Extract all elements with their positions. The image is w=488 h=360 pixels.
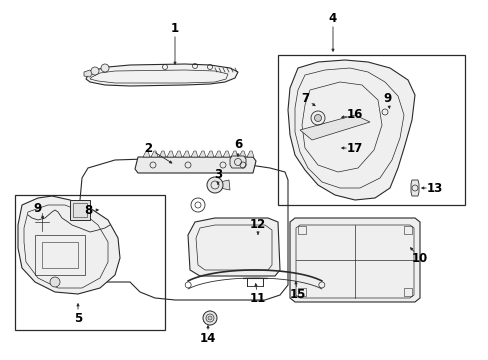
Text: 10: 10 [411,252,427,265]
Text: 17: 17 [346,141,363,154]
Polygon shape [246,151,253,157]
Text: 5: 5 [74,311,82,324]
Polygon shape [206,151,214,157]
Text: 6: 6 [233,139,242,152]
Polygon shape [299,110,305,118]
Polygon shape [223,151,229,157]
Polygon shape [410,180,418,196]
Polygon shape [215,151,222,157]
Circle shape [207,316,212,320]
Polygon shape [289,218,419,302]
Circle shape [101,64,109,72]
Circle shape [206,177,223,193]
Text: 4: 4 [328,12,336,24]
Text: 12: 12 [249,219,265,231]
Text: 16: 16 [346,108,363,122]
Polygon shape [305,98,317,116]
Polygon shape [84,70,93,77]
Polygon shape [135,157,256,173]
Polygon shape [187,218,280,276]
Text: 9: 9 [34,202,42,215]
Polygon shape [191,151,198,157]
Polygon shape [167,151,174,157]
Polygon shape [70,200,90,220]
Polygon shape [142,151,150,157]
Polygon shape [239,151,245,157]
Polygon shape [199,151,205,157]
Text: 8: 8 [84,203,92,216]
Polygon shape [229,156,245,168]
Bar [278,55,464,205]
Text: 7: 7 [300,91,308,104]
Polygon shape [230,151,238,157]
Polygon shape [159,151,165,157]
Text: 14: 14 [200,332,216,345]
Circle shape [203,311,217,325]
Text: 9: 9 [383,91,391,104]
Circle shape [314,114,321,122]
Polygon shape [86,64,238,86]
Polygon shape [377,104,391,120]
Text: 2: 2 [143,141,152,154]
Polygon shape [18,196,120,294]
Polygon shape [299,115,369,140]
Text: 15: 15 [289,288,305,302]
Circle shape [91,67,99,75]
Text: 3: 3 [214,168,222,181]
Text: 13: 13 [426,181,442,194]
Polygon shape [220,180,229,190]
Text: 1: 1 [171,22,179,35]
Polygon shape [151,151,158,157]
Polygon shape [329,110,335,118]
Text: 11: 11 [249,292,265,305]
Circle shape [50,277,60,287]
Bar [15,195,164,330]
Polygon shape [287,60,414,200]
Polygon shape [175,151,182,157]
Polygon shape [305,108,329,129]
Polygon shape [294,145,323,155]
Polygon shape [183,151,190,157]
